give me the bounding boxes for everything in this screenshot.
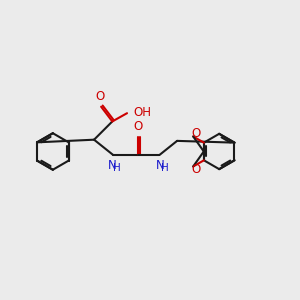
- Text: O: O: [134, 120, 143, 133]
- Text: O: O: [191, 163, 200, 176]
- Text: O: O: [191, 127, 200, 140]
- Text: N: N: [156, 159, 165, 172]
- Text: H: H: [113, 163, 121, 173]
- Text: OH: OH: [134, 106, 152, 119]
- Text: O: O: [96, 90, 105, 103]
- Text: N: N: [108, 159, 116, 172]
- Text: H: H: [161, 163, 169, 173]
